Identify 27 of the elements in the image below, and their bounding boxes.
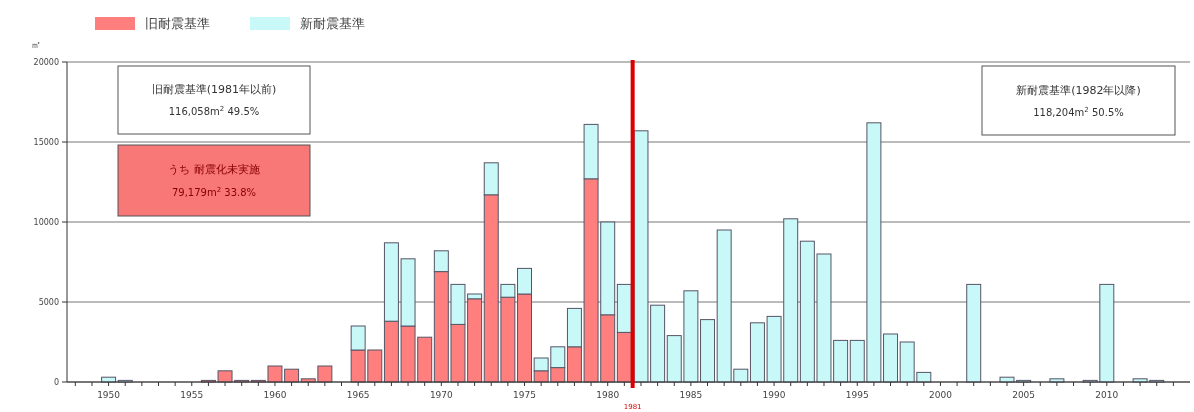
y-tick-label: 20000: [33, 58, 59, 67]
annotation: 旧耐震基準(1981年以前): [151, 83, 277, 97]
y-tick-label: 0: [53, 378, 59, 387]
y-tick-label: 5000: [38, 298, 59, 307]
x-tick-label: 1955: [180, 390, 204, 400]
y-axis-title: ㎡: [31, 39, 41, 50]
x-tick-label: 1965: [346, 390, 370, 400]
annotation: 116,058m$^{2}$ 49.5%: [168, 104, 260, 117]
x-tick-label: 1975: [513, 390, 536, 400]
x-tick-label: 2010: [1095, 390, 1119, 400]
x-tick-label: 1980: [596, 390, 620, 400]
annotation: 118,204m$^{2}$ 50.5%: [1033, 105, 1124, 118]
x-tick-label: 1990: [762, 390, 786, 400]
x-tick-label: 1960: [263, 390, 287, 400]
x-tick-label: 2005: [1012, 390, 1036, 400]
x-tick-label: 1985: [679, 390, 703, 400]
x-tick-label: 2000: [928, 390, 953, 400]
legend-label: 旧耐震基準: [145, 16, 210, 31]
annotation: うち 耐震化未実施: [168, 163, 260, 177]
x-tick-label: 1970: [429, 390, 454, 400]
legend-label: 新耐震基準: [300, 16, 365, 31]
x-tick-label: 1950: [97, 390, 121, 400]
y-tick-label: 10000: [33, 218, 59, 227]
annotation: 79,179m$^{2}$ 33.8%: [171, 186, 257, 199]
y-tick-label: 15000: [33, 138, 59, 147]
annotation: 新耐震基準(1982年以降): [1016, 83, 1141, 97]
x-tick-label: 1995: [845, 390, 869, 400]
